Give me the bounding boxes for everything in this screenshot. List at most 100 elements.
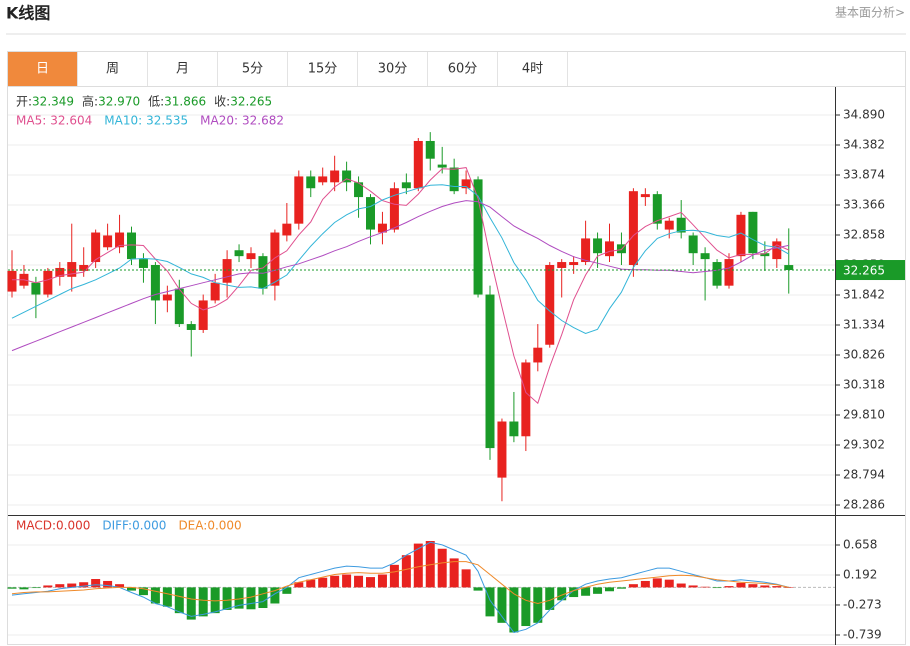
legend-value: 32.682 bbox=[242, 114, 284, 128]
macd-line bbox=[11, 561, 789, 605]
candle-body bbox=[533, 347, 543, 363]
macd-bar bbox=[31, 587, 41, 589]
macd-bar bbox=[342, 574, 352, 588]
candle-body bbox=[485, 294, 495, 449]
last-price-box bbox=[836, 260, 905, 281]
macd-bar bbox=[198, 587, 208, 617]
macd-bar bbox=[437, 548, 447, 588]
candle-body bbox=[461, 179, 471, 189]
plot: 34.89034.38233.87433.36632.85832.35031.8… bbox=[7, 94, 905, 641]
candle-body bbox=[700, 253, 710, 260]
tab[interactable]: 60分 bbox=[428, 52, 498, 86]
y-tick-label: 31.334 bbox=[843, 318, 885, 332]
candle-body bbox=[389, 188, 399, 230]
candle-body bbox=[186, 324, 196, 330]
macd-bar bbox=[700, 586, 710, 588]
macd-bar bbox=[676, 583, 686, 588]
candle-body bbox=[676, 217, 686, 233]
candle-body bbox=[330, 170, 340, 183]
candle-body bbox=[724, 259, 734, 286]
candle-body bbox=[509, 421, 519, 437]
tab-bg[interactable] bbox=[288, 52, 357, 86]
tab[interactable]: 月 bbox=[148, 52, 218, 86]
tab-label[interactable]: 30分 bbox=[378, 62, 408, 77]
macd-bar bbox=[497, 587, 507, 623]
tab[interactable]: 4时 bbox=[498, 52, 568, 86]
candle-body bbox=[521, 362, 531, 437]
macd-bar bbox=[425, 541, 435, 588]
candle-body bbox=[712, 262, 722, 286]
macd-bar bbox=[186, 587, 196, 620]
candle-body bbox=[545, 265, 555, 345]
fundamental-link[interactable]: 基本面分析> bbox=[835, 6, 905, 20]
macd-bar bbox=[640, 580, 650, 588]
tab-label[interactable]: 15分 bbox=[308, 62, 338, 77]
macd-bar bbox=[7, 587, 17, 589]
ma-line bbox=[11, 184, 790, 335]
tab-label[interactable]: 日 bbox=[36, 62, 49, 77]
candle-body bbox=[43, 270, 53, 295]
candle-body bbox=[174, 288, 184, 325]
legend-label: MA20: bbox=[200, 114, 238, 128]
legend-value: 0.000 bbox=[207, 519, 241, 533]
tab-bg[interactable] bbox=[78, 52, 147, 86]
candle-body bbox=[449, 167, 459, 192]
candle-body bbox=[103, 235, 113, 248]
macd-bar bbox=[545, 587, 555, 610]
candle-body bbox=[473, 179, 483, 295]
macd-bar bbox=[616, 587, 626, 589]
candle-body bbox=[736, 214, 746, 257]
tab-label[interactable]: 60分 bbox=[448, 62, 478, 77]
y-tick-label: 0.658 bbox=[843, 538, 877, 552]
tab-label[interactable]: 月 bbox=[176, 62, 189, 77]
tab[interactable]: 周 bbox=[78, 52, 148, 86]
candle-body bbox=[605, 241, 614, 257]
macd-line bbox=[11, 541, 789, 634]
macd-bar bbox=[521, 587, 531, 627]
chart-frame bbox=[7, 51, 906, 645]
macd-bar bbox=[162, 587, 172, 607]
macd-bar bbox=[736, 582, 746, 588]
macd-bar bbox=[557, 587, 567, 601]
tab[interactable]: 30分 bbox=[358, 52, 428, 86]
ma-line bbox=[11, 200, 789, 352]
tab[interactable]: 5分 bbox=[218, 52, 288, 86]
macd-bar bbox=[772, 586, 782, 588]
legend-value: 32.535 bbox=[146, 114, 188, 128]
y-tick-label: 33.874 bbox=[843, 167, 885, 181]
macd-bar bbox=[605, 587, 614, 592]
tab-label[interactable]: 5分 bbox=[242, 62, 263, 77]
tab[interactable]: 日 bbox=[8, 52, 78, 86]
y-tick-label: 28.794 bbox=[843, 468, 885, 482]
legend-label: 高: bbox=[82, 94, 98, 109]
candle-body bbox=[318, 176, 328, 183]
macd-bar bbox=[318, 577, 328, 588]
y-tick-label: 30.318 bbox=[843, 378, 885, 392]
candle-body bbox=[270, 232, 280, 286]
tab-bg[interactable] bbox=[498, 52, 567, 86]
candle-body bbox=[234, 250, 244, 257]
candle-body bbox=[772, 241, 782, 260]
tab-bg[interactable] bbox=[8, 52, 77, 86]
tab-bg[interactable] bbox=[358, 52, 427, 86]
y-tick-label: 29.302 bbox=[843, 438, 885, 452]
tab[interactable]: 15分 bbox=[288, 52, 358, 86]
macd-bar bbox=[354, 575, 364, 588]
candle-body bbox=[413, 140, 423, 189]
candle-body bbox=[258, 256, 268, 289]
candle-body bbox=[616, 244, 626, 254]
tab-bg[interactable] bbox=[148, 52, 217, 86]
candle-body bbox=[91, 232, 101, 263]
macd-bar bbox=[330, 575, 340, 588]
y-tick-label: 34.890 bbox=[843, 107, 885, 121]
y-tick-label: 33.366 bbox=[843, 197, 885, 211]
macd-bar bbox=[593, 587, 603, 594]
tab-label[interactable]: 4时 bbox=[522, 62, 543, 77]
candle-body bbox=[760, 253, 770, 257]
tab-bg[interactable] bbox=[218, 52, 287, 86]
candle-body bbox=[198, 300, 208, 330]
tab-bg[interactable] bbox=[428, 52, 497, 86]
legend-value: 31.866 bbox=[164, 95, 206, 109]
tab-label[interactable]: 周 bbox=[106, 62, 119, 77]
